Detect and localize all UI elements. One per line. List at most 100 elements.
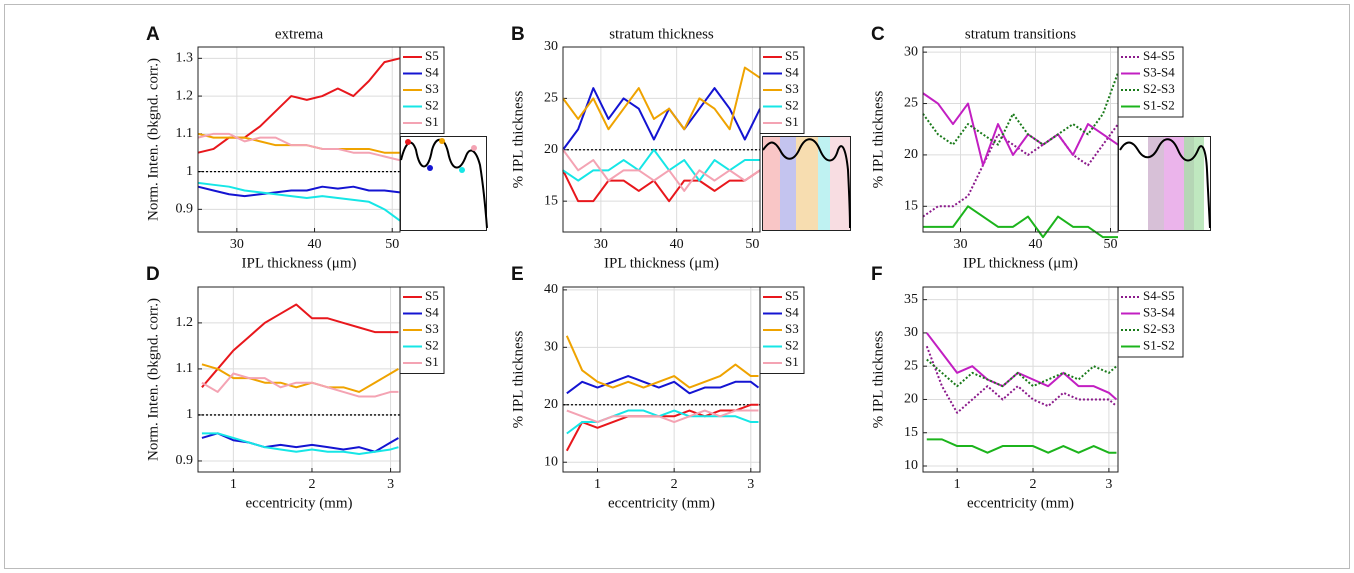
series-line [201,372,399,398]
y-tick-label: 1.1 [176,361,194,376]
panel-title: extrema [275,26,324,42]
legend-label: S5 [785,48,799,63]
y-tick-label: 15 [904,199,918,214]
y-axis-label: % IPL thickness [870,330,886,428]
panel-letter: D [146,264,160,285]
x-tick-label: 3 [747,477,754,492]
y-tick-label: 25 [904,358,918,373]
legend-label: S2 [425,97,439,112]
x-tick-label: 1 [230,477,237,492]
legend-label: S1 [425,114,439,129]
legend-box [1117,46,1184,118]
series-line [562,87,761,151]
x-axis-label: IPL thickness (μm) [604,255,719,271]
x-tick-label: 50 [1104,237,1118,252]
x-tick-label: 50 [745,237,759,252]
legend-label: S1 [425,354,439,369]
x-tick-label: 2 [1030,477,1037,492]
legend-label: S5 [425,288,439,303]
series-line [922,92,1119,167]
legend-label: S4-S5 [1143,48,1175,63]
y-tick-label: 20 [544,397,558,412]
x-axis-label: eccentricity (mm) [967,495,1074,511]
axes-box [197,286,401,473]
y-tick-label: 10 [544,454,558,469]
y-tick-label: 1 [186,164,193,179]
series-line [566,375,760,395]
legend-label: S3 [785,321,799,336]
legend-label: S2-S3 [1143,321,1175,336]
x-axis-label: IPL thickness (μm) [963,255,1078,271]
y-tick-label: 35 [904,292,918,307]
y-tick-label: 25 [544,91,558,106]
y-tick-label: 30 [904,325,918,340]
x-tick-label: 3 [387,477,394,492]
series-line [922,72,1119,146]
y-tick-label: 20 [904,392,918,407]
series-line [925,332,1118,401]
legend-label: S5 [425,48,439,63]
x-axis-label: IPL thickness (μm) [242,255,357,271]
y-tick-label: 1.3 [176,51,194,66]
y-tick-label: 0.9 [176,453,194,468]
y-tick-label: 20 [904,147,918,162]
series-line [926,438,1117,454]
x-tick-label: 30 [954,237,968,252]
y-tick-label: 25 [904,96,918,111]
y-tick-label: 30 [544,340,558,355]
x-tick-label: 3 [1105,477,1112,492]
plot-area [198,287,400,472]
legend-box [1117,286,1184,358]
x-tick-label: 50 [385,237,399,252]
x-axis-label: eccentricity (mm) [608,495,715,511]
y-axis-label: % IPL thickness [510,90,526,188]
series-line [197,185,401,198]
y-tick-label: 20 [544,142,558,157]
x-tick-label: 1 [954,477,961,492]
legend-label: S4 [785,304,799,319]
series-line [565,335,759,389]
series-line [201,363,399,393]
legend-label: S2 [425,337,439,352]
panel-letter: A [146,24,160,45]
legend-label: S4 [425,64,439,79]
y-tick-label: 15 [544,193,558,208]
plot-area [563,47,760,232]
legend-label: S2 [785,97,799,112]
series-line [562,148,760,182]
series-line [201,432,399,453]
x-tick-label: 2 [308,477,315,492]
plot-area [923,287,1118,472]
plot-area [923,47,1118,232]
series-line [562,169,761,203]
legend-label: S1-S2 [1143,97,1175,112]
legend-label: S4 [425,304,439,319]
series-line [197,181,401,222]
panel-letter: B [511,24,525,45]
legend-label: S3-S4 [1143,304,1175,319]
y-tick-label: 40 [544,282,558,297]
y-tick-label: 30 [904,44,918,59]
plot-area [563,287,760,472]
axes-box [562,286,761,473]
series-line [925,345,1118,414]
x-tick-label: 40 [1029,237,1043,252]
panel-letter: F [871,264,883,285]
plot-area [198,47,400,232]
legend-label: S3-S4 [1143,64,1175,79]
series-line [201,303,399,388]
y-tick-label: 30 [544,39,558,54]
x-tick-label: 40 [670,237,684,252]
inset-strata [762,136,851,231]
y-tick-label: 1.2 [176,88,194,103]
y-tick-label: 1 [186,407,193,422]
x-tick-label: 30 [230,237,244,252]
legend-label: S4 [785,64,799,79]
series-line [562,66,761,131]
legend-label: S2-S3 [1143,81,1175,96]
legend-label: S3 [785,81,799,96]
series-line [922,123,1119,218]
inset-transitions [1118,136,1211,231]
